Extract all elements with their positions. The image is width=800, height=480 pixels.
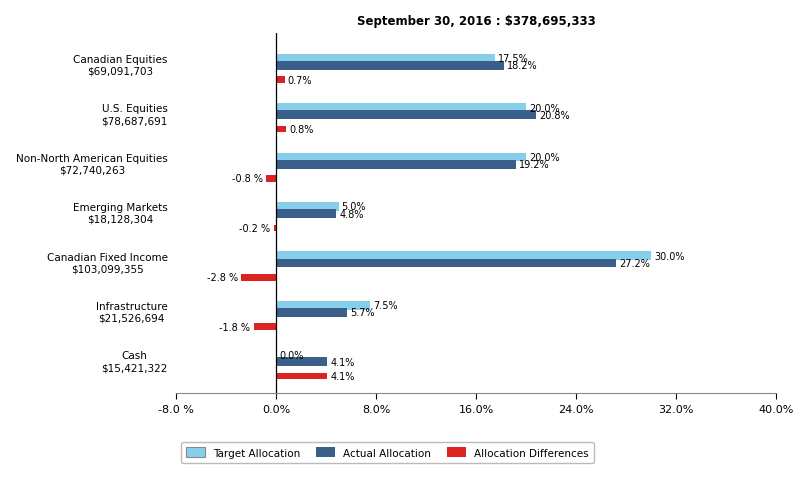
Text: 19.2%: 19.2% — [519, 160, 550, 170]
Bar — [276, 308, 347, 317]
Text: 27.2%: 27.2% — [619, 258, 650, 268]
Text: 4.1%: 4.1% — [330, 372, 354, 381]
Bar — [274, 225, 276, 231]
Bar — [276, 153, 526, 162]
Text: -2.8 %: -2.8 % — [206, 273, 238, 283]
Bar — [276, 210, 336, 218]
Legend: Target Allocation, Actual Allocation, Allocation Differences: Target Allocation, Actual Allocation, Al… — [182, 442, 594, 463]
Text: -0.8 %: -0.8 % — [232, 174, 263, 184]
Text: -1.8 %: -1.8 % — [219, 322, 250, 332]
Bar — [241, 275, 276, 281]
Text: 30.0%: 30.0% — [654, 251, 685, 261]
Bar — [276, 203, 338, 211]
Bar — [276, 259, 616, 268]
Bar — [276, 373, 327, 380]
Text: 5.0%: 5.0% — [342, 202, 366, 212]
Text: 17.5%: 17.5% — [498, 54, 529, 64]
Bar — [266, 176, 276, 182]
Text: 5.7%: 5.7% — [350, 308, 375, 318]
Text: 18.2%: 18.2% — [506, 61, 538, 71]
Bar — [276, 358, 327, 366]
Text: 20.8%: 20.8% — [539, 110, 570, 120]
Text: -0.2 %: -0.2 % — [239, 223, 270, 233]
Bar — [276, 301, 370, 310]
Bar — [276, 62, 503, 71]
Text: 20.0%: 20.0% — [529, 153, 560, 163]
Text: 0.7%: 0.7% — [288, 75, 312, 85]
Bar — [254, 324, 276, 330]
Bar — [276, 160, 516, 169]
Text: 4.8%: 4.8% — [339, 209, 363, 219]
Text: 0.0%: 0.0% — [279, 350, 303, 360]
Bar — [276, 127, 286, 133]
Bar — [276, 111, 536, 120]
Text: 20.0%: 20.0% — [529, 103, 560, 113]
Title: September 30, 2016 : $378,695,333: September 30, 2016 : $378,695,333 — [357, 15, 595, 28]
Bar — [276, 104, 526, 113]
Text: 7.5%: 7.5% — [373, 300, 398, 311]
Text: 4.1%: 4.1% — [330, 357, 354, 367]
Text: 0.8%: 0.8% — [289, 125, 314, 135]
Bar — [276, 252, 651, 261]
Bar — [276, 55, 494, 63]
Bar — [276, 77, 285, 84]
